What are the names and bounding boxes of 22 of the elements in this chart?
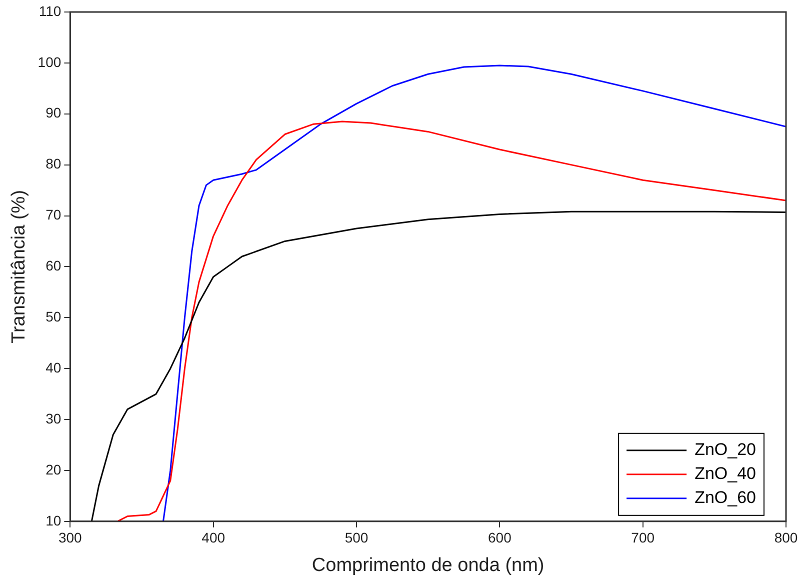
y-tick-label: 100 — [38, 54, 62, 70]
x-axis-title: Comprimento de onda (nm) — [312, 554, 544, 576]
x-tick-label: 300 — [58, 530, 82, 546]
y-tick-label: 90 — [46, 104, 62, 121]
x-tick-label: 600 — [488, 530, 512, 546]
y-tick-label: 50 — [46, 308, 62, 324]
legend-label: ZnO_60 — [694, 488, 756, 508]
x-tick-label: 400 — [202, 530, 226, 546]
x-tick-label: 500 — [344, 530, 368, 546]
y-tick-label: 80 — [46, 156, 62, 172]
y-tick-label: 60 — [46, 258, 62, 274]
x-tick-label: 700 — [631, 530, 655, 546]
y-tick-label: 70 — [46, 206, 62, 223]
y-tick-label: 110 — [38, 2, 62, 19]
y-axis-title: Transmitância (%) — [8, 190, 30, 344]
y-tick-label: 10 — [46, 512, 62, 528]
y-tick-label: 20 — [46, 461, 62, 478]
x-tick-label: 800 — [774, 530, 798, 546]
legend-label: ZnO_20 — [694, 440, 756, 460]
legend-label: ZnO_40 — [694, 464, 756, 484]
y-tick-label: 40 — [46, 359, 62, 376]
y-tick-label: 30 — [46, 410, 62, 426]
